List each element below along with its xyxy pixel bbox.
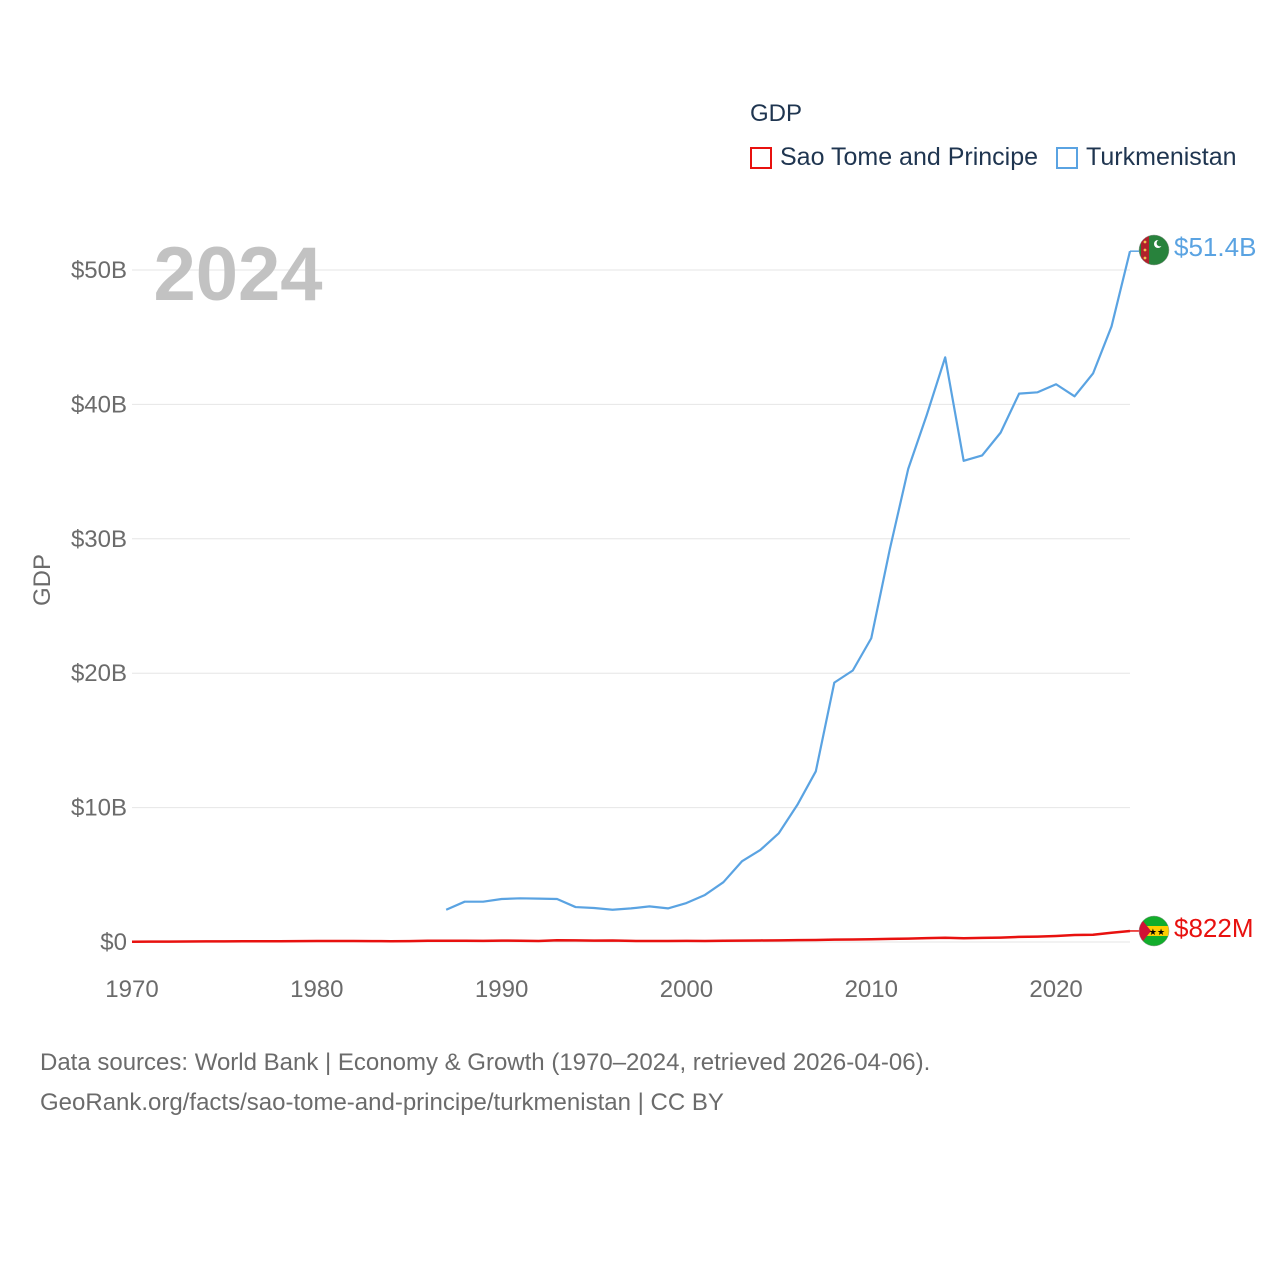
sao-tome-end-value-label: $822M (1174, 913, 1254, 943)
legend-item-turkmenistan[interactable]: Turkmenistan (1056, 143, 1237, 172)
legend-label-turkmenistan: Turkmenistan (1086, 143, 1237, 171)
x-tick-label: 2020 (1029, 976, 1082, 1003)
x-tick-label: 2000 (660, 976, 713, 1003)
legend-title: GDP (750, 100, 803, 127)
legend: Sao Tome and Principe Turkmenistan (750, 143, 1255, 172)
y-tick-label: $30B (71, 526, 127, 553)
source-note: Data sources: World Bank | Economy & Gro… (40, 1043, 930, 1123)
y-tick-label: $0 (100, 929, 127, 956)
x-tick-label: 1970 (105, 976, 158, 1003)
series-line-turkmenistan[interactable] (445, 250, 1132, 911)
svg-text:★★: ★★ (1149, 927, 1165, 937)
source-line-data: Data sources: World Bank | Economy & Gro… (40, 1049, 931, 1076)
y-tick-label: $10B (71, 795, 127, 822)
current-year-label: 2024 (153, 232, 322, 317)
series-line-sao-tome[interactable] (131, 929, 1131, 943)
x-tick-label: 2010 (845, 976, 898, 1003)
x-tick-label: 1990 (475, 976, 528, 1003)
legend-swatch-turkmenistan (1056, 146, 1079, 169)
turkmenistan-end-value-label: $51.4B (1174, 232, 1256, 262)
x-tick-label: 1980 (290, 976, 343, 1003)
legend-swatch-sao-tome (750, 146, 772, 169)
legend-label-sao-tome: Sao Tome and Principe (780, 143, 1039, 171)
sao-tome-flag-icon: ★★ (1138, 915, 1170, 947)
grid-lines (132, 269, 1130, 943)
y-tick-label: $20B (71, 660, 127, 687)
turkmenistan-flag-icon (1138, 234, 1170, 266)
series-lines (131, 250, 1139, 943)
y-tick-label: $50B (71, 257, 127, 284)
y-tick-label: $40B (71, 391, 127, 418)
legend-item-sao-tome[interactable]: Sao Tome and Principe (750, 143, 1038, 172)
x-axis-ticks: 1970 1980 1990 2000 2010 2020 (105, 976, 1082, 1003)
y-axis-label: GDP (29, 554, 56, 606)
source-line-url[interactable]: GeoRank.org/facts/sao-tome-and-principe/… (40, 1089, 724, 1116)
y-axis-ticks: $0 $10B $20B $30B $40B $50B (71, 257, 127, 956)
